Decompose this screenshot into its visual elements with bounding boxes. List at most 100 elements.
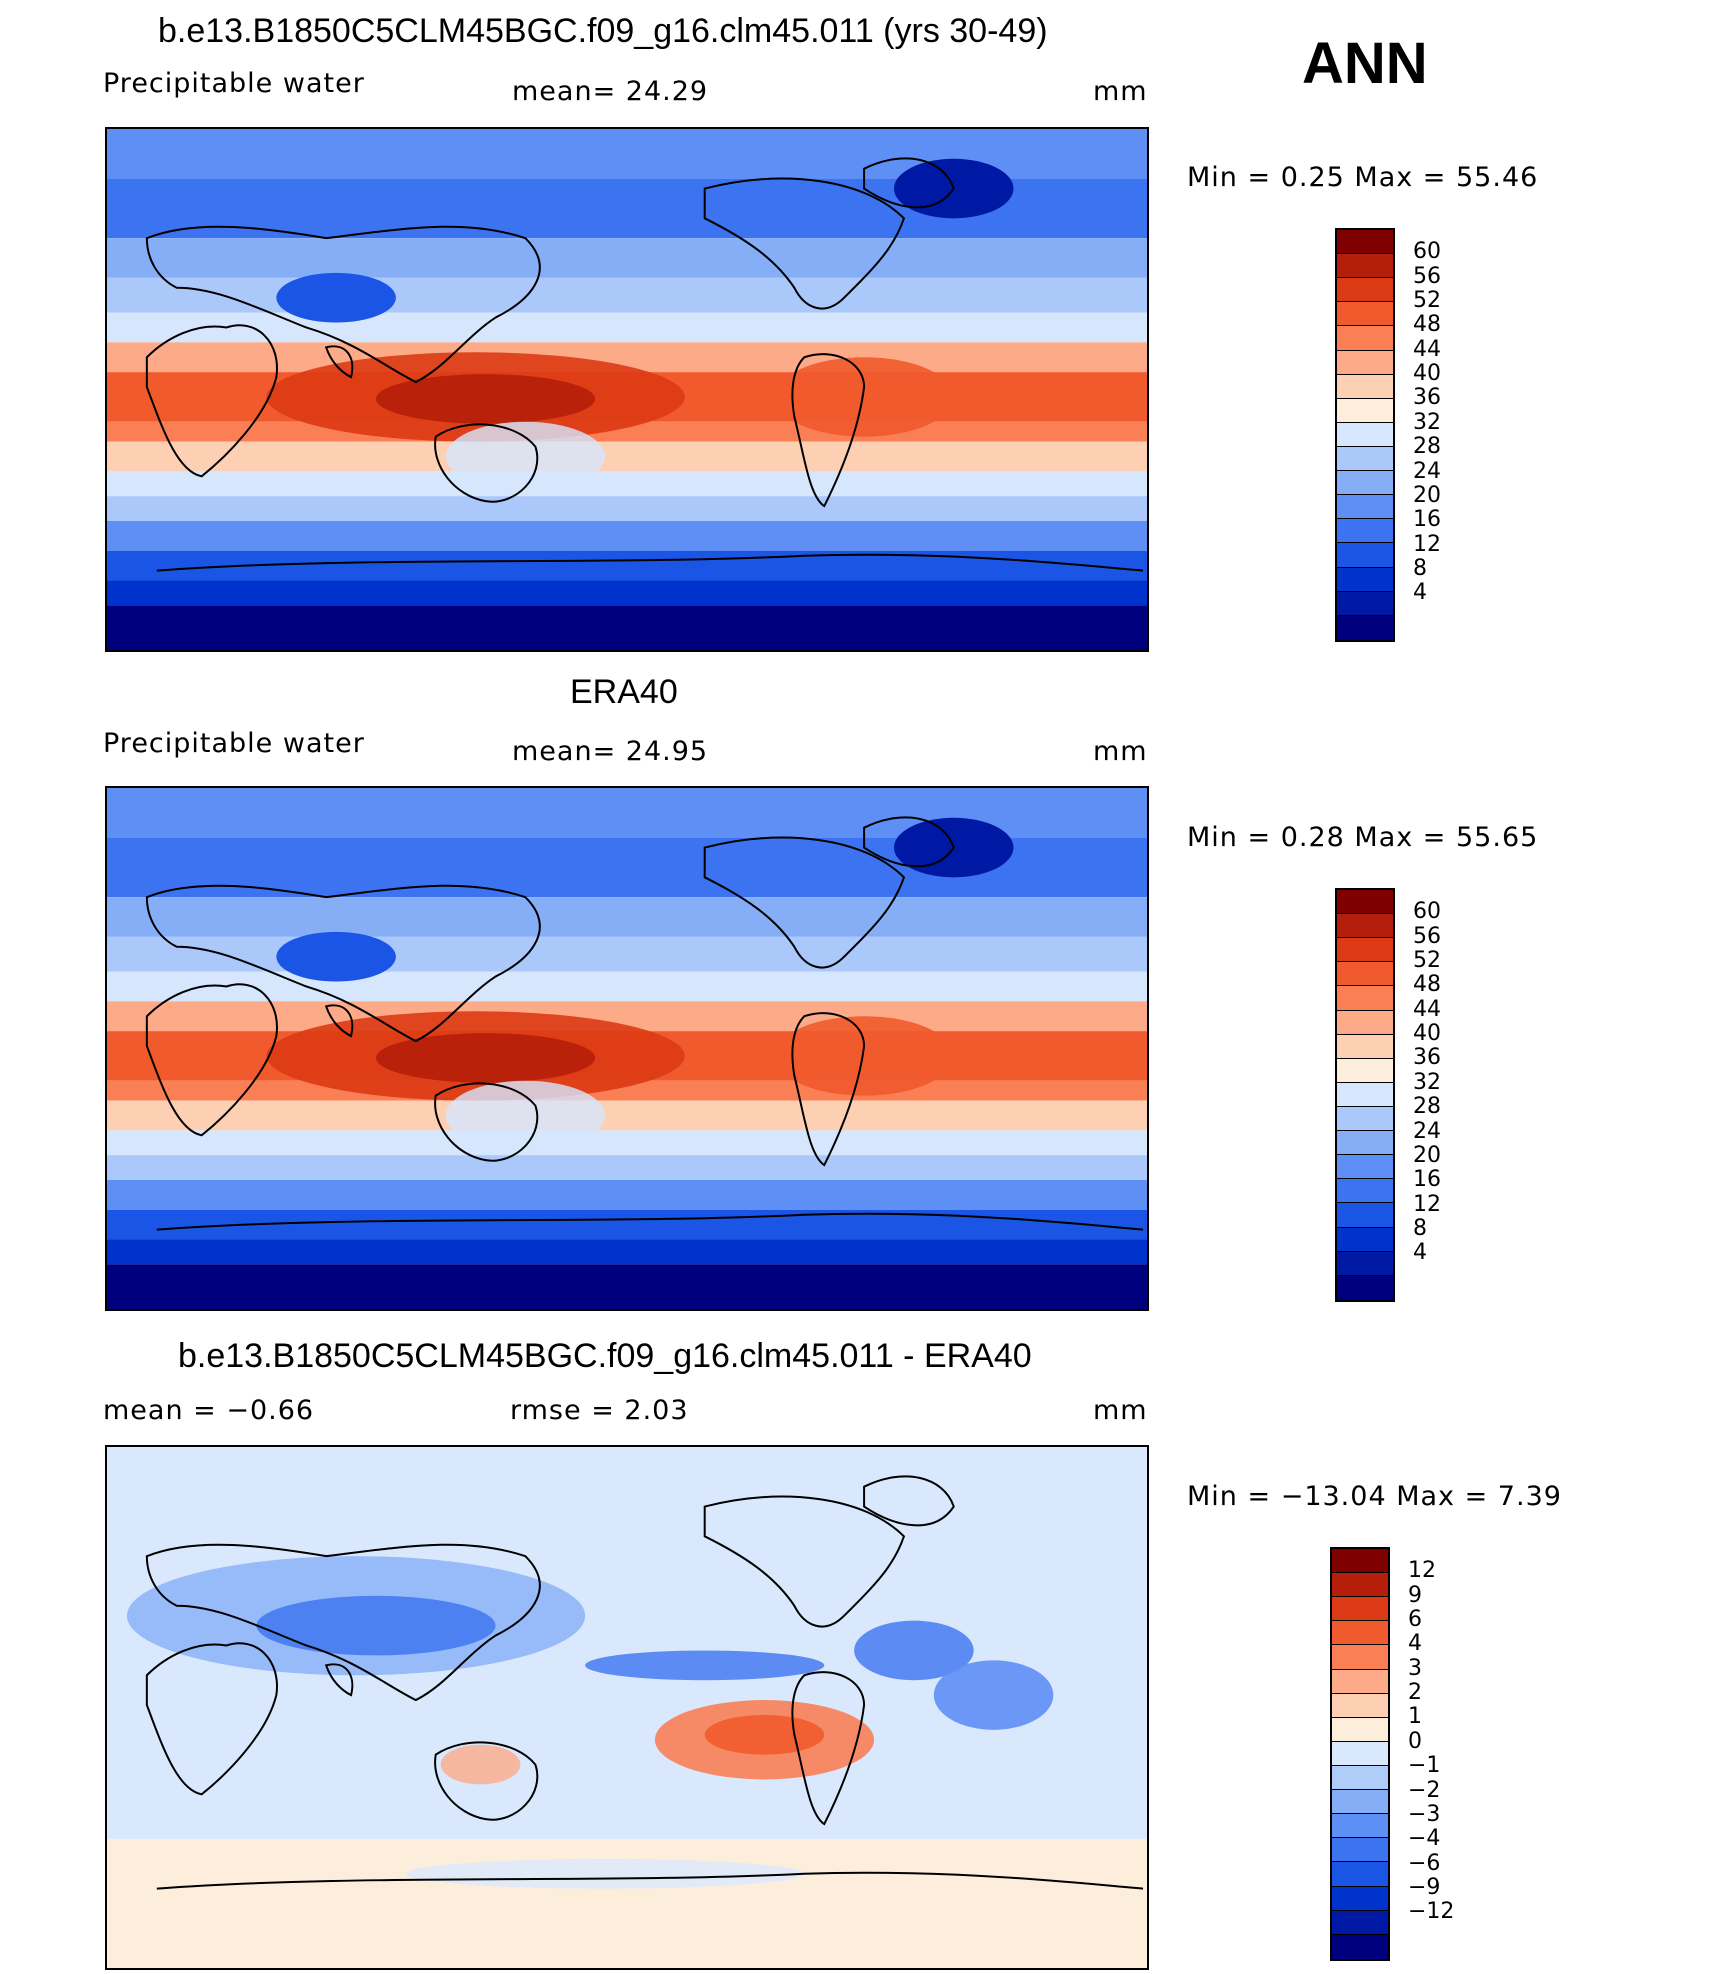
colorbar-tick-label: −1 (1408, 1753, 1441, 1779)
colorbar-swatch (1332, 1549, 1388, 1574)
colorbar-tick-label: 8 (1413, 1215, 1427, 1241)
panel-3-colorbar (1330, 1547, 1390, 1961)
colorbar-swatch (1337, 1179, 1393, 1204)
colorbar-tick-label: −12 (1408, 1899, 1455, 1925)
colorbar-tick-label: 36 (1413, 385, 1441, 411)
colorbar-swatch (1332, 1621, 1388, 1646)
colorbar-swatch (1332, 1717, 1388, 1742)
colorbar-swatch (1337, 1227, 1393, 1252)
colorbar-swatch (1332, 1597, 1388, 1622)
colorbar-swatch (1337, 914, 1393, 939)
colorbar-tick-label: 3 (1408, 1655, 1422, 1681)
colorbar-tick-label: 40 (1413, 361, 1441, 387)
colorbar-swatch (1332, 1669, 1388, 1694)
colorbar-swatch (1332, 1910, 1388, 1935)
colorbar-swatch (1337, 374, 1393, 399)
colorbar-tick-label: 9 (1408, 1582, 1422, 1608)
colorbar-swatch (1337, 495, 1393, 520)
colorbar-swatch (1337, 1010, 1393, 1035)
panel-3-rmse: rmse = 2.03 (510, 1395, 689, 1426)
panel-1-mean: mean= 24.29 (512, 76, 709, 107)
colorbar-swatch (1332, 1838, 1388, 1863)
colorbar-tick-label: 56 (1413, 263, 1441, 289)
colorbar-tick-label: 60 (1413, 899, 1441, 925)
colorbar-swatch (1337, 446, 1393, 472)
season-label: ANN (1302, 31, 1428, 96)
colorbar-swatch (1337, 302, 1393, 327)
colorbar-tick-label: 48 (1413, 972, 1441, 998)
colorbar-tick-label: 24 (1413, 458, 1441, 484)
colorbar-tick-label: 28 (1413, 434, 1441, 460)
colorbar-swatch (1337, 1106, 1393, 1132)
colorbar-tick-label: 16 (1413, 1167, 1441, 1193)
colorbar-tick-label: 40 (1413, 1021, 1441, 1047)
colorbar-swatch (1332, 1573, 1388, 1598)
colorbar-swatch (1337, 962, 1393, 987)
colorbar-tick-label: 4 (1413, 580, 1427, 606)
colorbar-swatch (1332, 1765, 1388, 1791)
colorbar-tick-label: 36 (1413, 1045, 1441, 1071)
colorbar-tick-label: −4 (1408, 1826, 1441, 1852)
colorbar-tick-label: 52 (1413, 288, 1441, 314)
colorbar-tick-label: 4 (1408, 1631, 1422, 1657)
panel-3-minmax: Min = −13.04 Max = 7.39 (1187, 1481, 1562, 1512)
colorbar-tick-label: 20 (1413, 1142, 1441, 1168)
colorbar-tick-label: 12 (1408, 1558, 1436, 1584)
colorbar-tick-label: 16 (1413, 507, 1441, 533)
colorbar-swatch (1332, 1934, 1388, 1959)
colorbar-tick-label: 44 (1413, 996, 1441, 1022)
colorbar-tick-label: 32 (1413, 409, 1441, 435)
colorbar-swatch (1337, 890, 1393, 915)
colorbar-tick-label: 6 (1408, 1607, 1422, 1633)
panel-2-colorbar (1335, 888, 1395, 1302)
colorbar-swatch (1337, 1131, 1393, 1156)
colorbar-swatch (1337, 471, 1393, 496)
map-field (107, 1447, 1147, 1968)
panel-2-title: ERA40 (570, 673, 678, 711)
colorbar-tick-label: 24 (1413, 1118, 1441, 1144)
colorbar-swatch (1337, 1203, 1393, 1228)
panel-3-map (105, 1445, 1149, 1970)
panel-2-mean: mean= 24.95 (512, 736, 709, 767)
colorbar-swatch (1337, 278, 1393, 303)
colorbar-tick-label: 48 (1413, 312, 1441, 338)
colorbar-tick-label: 60 (1413, 239, 1441, 265)
panel-3-mean: mean = −0.66 (103, 1395, 315, 1426)
colorbar-tick-label: 4 (1413, 1240, 1427, 1266)
colorbar-tick-label: 52 (1413, 948, 1441, 974)
colorbar-tick-label: 0 (1408, 1728, 1422, 1754)
colorbar-swatch (1337, 519, 1393, 544)
colorbar-swatch (1337, 1155, 1393, 1180)
colorbar-tick-label: −9 (1408, 1874, 1441, 1900)
colorbar-swatch (1337, 1058, 1393, 1083)
panel-1-units: mm (1093, 76, 1148, 107)
colorbar-swatch (1332, 1862, 1388, 1887)
colorbar-swatch (1337, 350, 1393, 375)
colorbar-swatch (1337, 591, 1393, 616)
panel-1-minmax: Min = 0.25 Max = 55.46 (1187, 162, 1539, 193)
colorbar-tick-label: 8 (1413, 555, 1427, 581)
colorbar-swatch (1337, 1251, 1393, 1276)
colorbar-swatch (1337, 398, 1393, 423)
colorbar-tick-label: 1 (1408, 1704, 1422, 1730)
colorbar-swatch (1332, 1645, 1388, 1670)
colorbar-tick-label: 20 (1413, 482, 1441, 508)
panel-2-units: mm (1093, 736, 1148, 767)
colorbar-tick-label: 12 (1413, 531, 1441, 557)
colorbar-tick-label: 32 (1413, 1069, 1441, 1095)
colorbar-tick-label: 28 (1413, 1094, 1441, 1120)
panel-1-title: b.e13.B1850C5CLM45BGC.f09_g16.clm45.011 … (158, 12, 1048, 50)
colorbar-swatch (1332, 1886, 1388, 1911)
colorbar-tick-label: 2 (1408, 1680, 1422, 1706)
colorbar-swatch (1337, 326, 1393, 351)
colorbar-swatch (1332, 1741, 1388, 1766)
colorbar-swatch (1337, 567, 1393, 592)
colorbar-tick-label: 12 (1413, 1191, 1441, 1217)
colorbar-swatch (1337, 1034, 1393, 1059)
colorbar-swatch (1337, 230, 1393, 255)
panel-1-variable: Precipitable water (103, 68, 365, 99)
panel-3-units: mm (1093, 1395, 1148, 1426)
map-field (107, 129, 1147, 650)
colorbar-swatch (1332, 1790, 1388, 1815)
colorbar-swatch (1337, 615, 1393, 640)
